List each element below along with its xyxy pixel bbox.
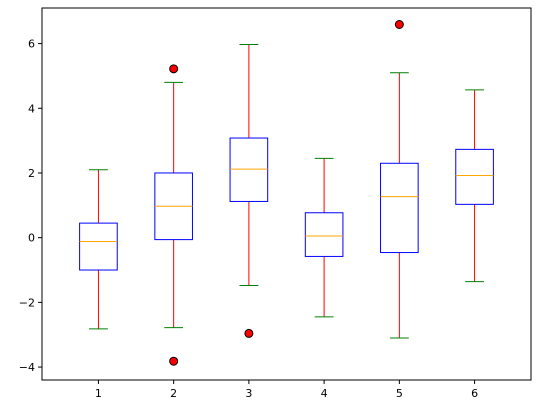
- box-group-6: [455, 89, 494, 283]
- outlier-point: [169, 64, 179, 74]
- outlier-point: [244, 328, 254, 338]
- outlier-point: [394, 19, 404, 29]
- y-tick-label: 4: [28, 102, 35, 115]
- box-iqr: [79, 222, 118, 271]
- y-tick-label: −2: [19, 296, 35, 309]
- x-tick-label: 1: [95, 387, 102, 400]
- box-group-1: [79, 169, 118, 330]
- box-group-4: [304, 157, 344, 318]
- x-tick-label: 6: [471, 387, 478, 400]
- y-tick-label: 0: [28, 232, 35, 245]
- x-tick-label: 5: [396, 387, 403, 400]
- y-tick-label: −4: [19, 361, 35, 374]
- box-group-5: [380, 19, 419, 339]
- y-tick-label: 2: [28, 167, 35, 180]
- axes: −4 −2 0 2 4 6 1 2 3 4 5 6: [19, 7, 532, 400]
- box-iqr: [455, 148, 494, 205]
- y-tick-label: 6: [28, 38, 35, 51]
- box-iqr: [304, 212, 344, 257]
- plot-frame: [41, 7, 532, 381]
- box-group-2: [154, 64, 193, 366]
- x-tick-label: 4: [321, 387, 328, 400]
- box-iqr: [229, 137, 269, 202]
- box-group-3: [229, 44, 269, 338]
- box-iqr: [380, 162, 419, 254]
- x-tick-label: 3: [245, 387, 252, 400]
- outlier-point: [169, 356, 179, 366]
- plot-marks: [79, 19, 494, 366]
- x-tick-label: 2: [170, 387, 177, 400]
